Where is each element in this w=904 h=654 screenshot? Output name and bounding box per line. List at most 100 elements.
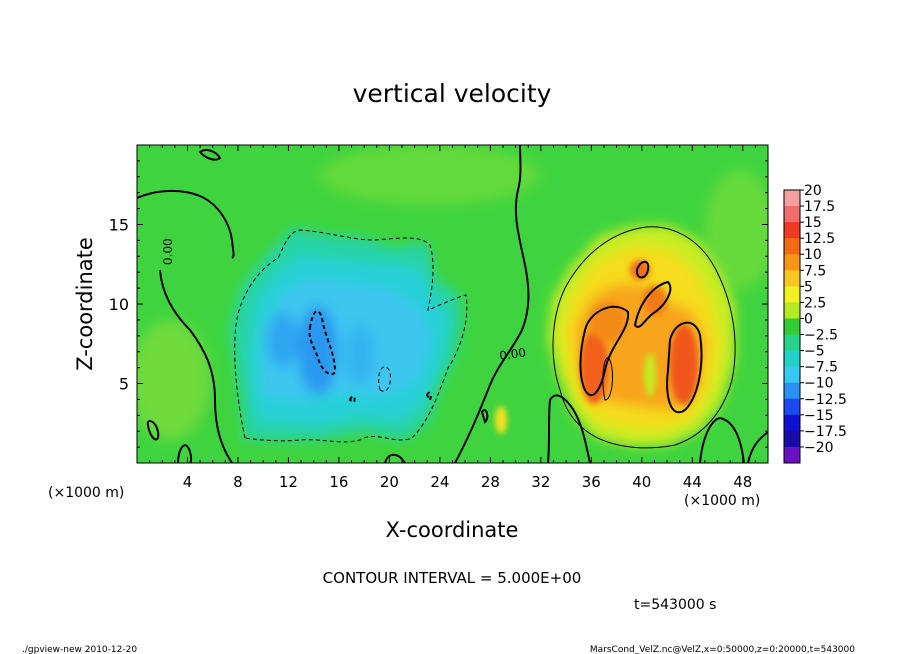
contour-label-left: 0.00 <box>161 238 175 265</box>
x-tick-label: 16 <box>329 473 348 491</box>
colorbar-label: 0 <box>804 311 813 327</box>
colorbar-swatch <box>784 286 800 303</box>
contour-minus10-small-a <box>348 395 356 404</box>
colorbar-swatch <box>784 350 800 368</box>
colorbar-label: −10 <box>804 376 834 392</box>
zero-contour-bottom-right <box>547 394 591 463</box>
colorbar-swatch <box>784 382 800 400</box>
contour-10-center <box>633 280 672 328</box>
footer-left: ./gpview-new 2010-12-20 <box>22 645 137 654</box>
y-tick-label: 10 <box>109 295 129 314</box>
colorbar-swatch <box>784 254 800 271</box>
colorbar-swatch <box>784 334 800 352</box>
colorbar-frame <box>783 189 801 464</box>
contour-label-center: 0.00 <box>498 345 526 363</box>
y-tick-label: 5 <box>119 375 129 394</box>
x-tick-label: 32 <box>531 473 550 491</box>
contour-10-top <box>635 260 650 279</box>
negative-contours <box>234 229 468 443</box>
zero-contour-blob-d <box>480 409 489 424</box>
chart-title: vertical velocity <box>353 79 552 108</box>
colorbar-label: −5 <box>804 344 825 360</box>
contour-minus5-inner <box>378 366 391 392</box>
yellow-blob-small <box>495 406 507 434</box>
zero-contour-blob-b <box>177 444 193 463</box>
field-yellowgreen-right <box>705 170 768 290</box>
colorbar-swatch <box>784 366 800 384</box>
colorbar-label: 5 <box>804 279 813 295</box>
x-axis-unit: (×1000 m) <box>48 485 124 501</box>
y-axis: 5 10 15 <box>109 160 768 448</box>
colorbar-label: 7.5 <box>804 263 826 279</box>
x-tick-label: 28 <box>481 473 500 491</box>
y-tick-label: 15 <box>109 216 129 235</box>
x-tick-label: 12 <box>279 473 298 491</box>
colorbar-swatch <box>784 430 800 448</box>
colorbar-label: 20 <box>804 183 822 199</box>
zero-contour-left <box>159 269 233 463</box>
y-axis-unit: (×1000 m) <box>684 493 760 509</box>
colorbar-label: 15 <box>804 215 822 231</box>
contour-10-right <box>666 321 703 414</box>
zero-contour-blob-a <box>146 420 160 441</box>
colorbar-swatch <box>784 270 800 287</box>
contour-interval-text: CONTOUR INTERVAL = 5.000E+00 <box>323 569 582 587</box>
contours-minus10 <box>308 310 432 404</box>
colorbar-label: −12.5 <box>804 392 847 408</box>
colorbar-swatch <box>784 318 800 336</box>
colorbar-label: 17.5 <box>804 199 835 215</box>
colorbar-label: −2.5 <box>804 328 838 344</box>
colorbar-swatch <box>784 302 800 319</box>
colorbar-label: −17.5 <box>804 424 847 440</box>
colorbar-label: −15 <box>804 408 834 424</box>
colorbar-label: 12.5 <box>804 231 835 247</box>
contours-10 <box>579 260 703 414</box>
colorbar-label: 2.5 <box>804 295 826 311</box>
x-tick-label: 4 <box>183 473 193 491</box>
x-tick-label: 48 <box>733 473 752 491</box>
heatmap-field: 0.00 0.00 <box>137 145 768 463</box>
colorbar-swatch <box>784 398 800 416</box>
zero-contours <box>137 145 768 463</box>
x-tick-label: 40 <box>632 473 651 491</box>
colorbar-label: −7.5 <box>804 360 838 376</box>
updraft-core-right <box>670 325 698 405</box>
zero-contour-right <box>699 416 745 463</box>
downdraft-core-a <box>298 305 338 395</box>
footer-right: MarsCond_VelZ.nc@VelZ,x=0:50000,z=0:2000… <box>590 645 855 654</box>
x-axis: 4 8 12 16 20 24 28 32 36 40 44 48 <box>149 145 756 491</box>
colorbar-swatch <box>784 222 800 239</box>
colorbar-swatch <box>784 446 800 464</box>
colorbar-label: 10 <box>804 247 822 263</box>
zero-contour-top-left <box>137 189 235 259</box>
contour-minus5 <box>234 229 468 443</box>
contour-minus10-core <box>308 310 337 376</box>
colorbar-swatch <box>784 190 800 207</box>
field-yellowgreen-top <box>320 145 540 205</box>
x-tick-label: 36 <box>582 473 601 491</box>
contour-5 <box>552 226 736 449</box>
x-tick-label: 8 <box>233 473 243 491</box>
colorbar-swatch <box>784 206 800 223</box>
zero-contour-blob-e <box>198 149 222 161</box>
field-yellowgreen-left <box>137 320 210 440</box>
x-tick-label: 24 <box>430 473 449 491</box>
contour-10-left <box>579 305 630 397</box>
x-axis-label: X-coordinate <box>386 518 519 542</box>
x-tick-label: 44 <box>683 473 702 491</box>
zero-contour-blob-c <box>384 453 406 463</box>
zero-contour-top-center <box>454 145 530 463</box>
y-axis-label: Z-coordinate <box>73 237 97 371</box>
time-text: t=543000 s <box>634 597 716 613</box>
zero-contour-far-right <box>747 431 768 463</box>
colorbar: 2017.51512.5107.552.50−2.5−5−7.5−10−12.5… <box>783 183 847 464</box>
colorbar-swatch <box>784 238 800 255</box>
updraft-green-gap <box>644 353 656 397</box>
colorbar-label: −20 <box>804 440 834 456</box>
downdraft-core-c <box>346 325 374 385</box>
colorbar-swatch <box>784 414 800 432</box>
contour-minus10-small-b <box>425 391 432 403</box>
x-tick-label: 20 <box>380 473 399 491</box>
downdraft-core-b <box>267 312 299 368</box>
